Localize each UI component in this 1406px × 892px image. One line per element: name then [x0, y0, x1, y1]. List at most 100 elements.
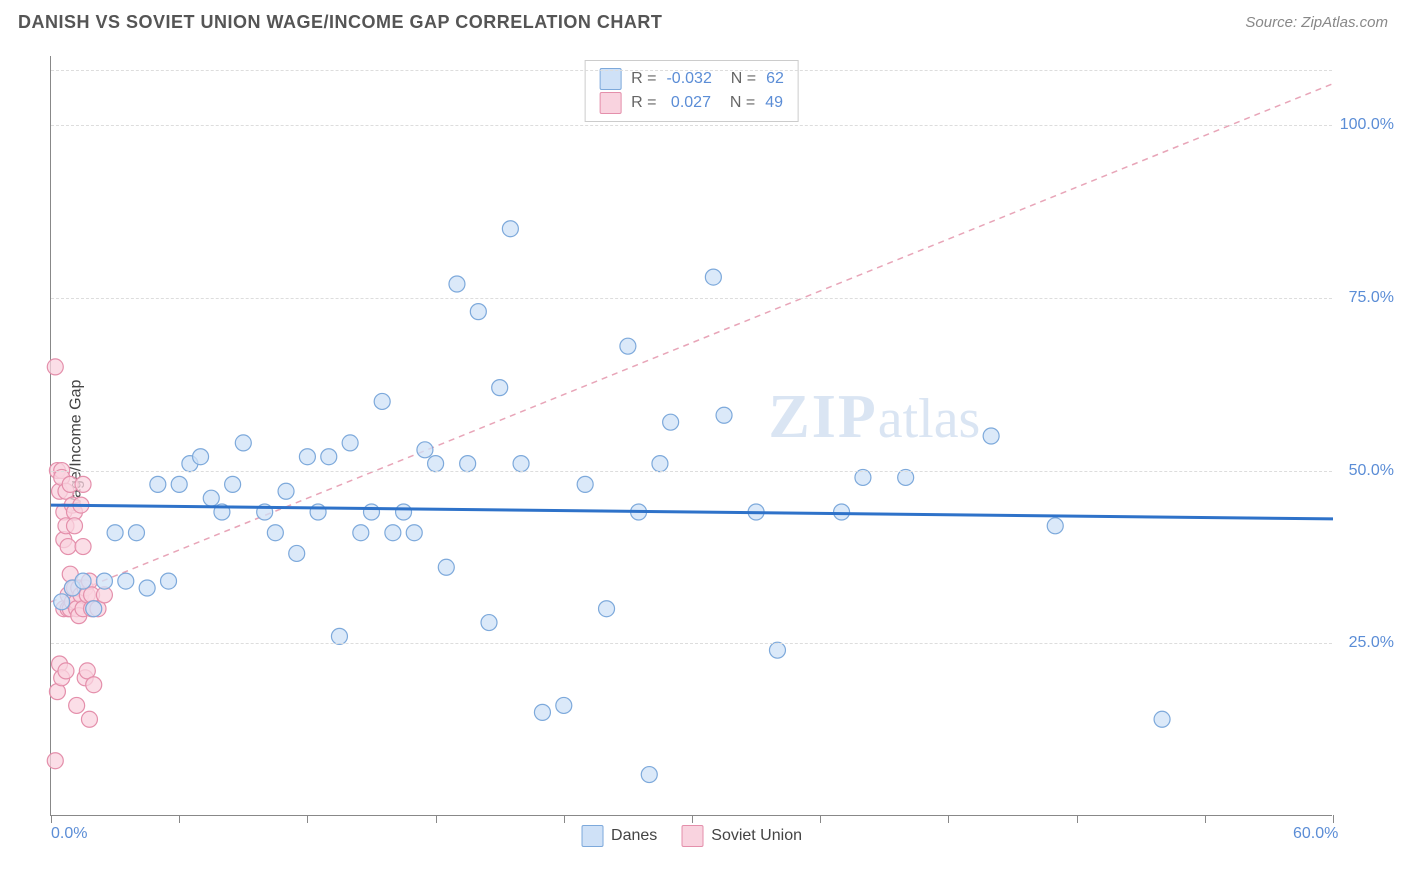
x-axis-label: 60.0% [1293, 825, 1338, 843]
data-point [150, 476, 166, 492]
data-point [75, 476, 91, 492]
data-point [128, 525, 144, 541]
data-point [364, 504, 380, 520]
data-point [652, 456, 668, 472]
data-point [385, 525, 401, 541]
legend-bottom: Danes Soviet Union [581, 825, 802, 847]
x-tick [179, 815, 180, 823]
data-point [342, 435, 358, 451]
data-point [406, 525, 422, 541]
data-point [449, 276, 465, 292]
y-tick-label: 100.0% [1340, 116, 1394, 134]
data-point [428, 456, 444, 472]
data-point [203, 490, 219, 506]
data-point [81, 711, 97, 727]
source-attribution: Source: ZipAtlas.com [1245, 14, 1388, 31]
legend-item-danes: Danes [581, 825, 657, 847]
data-point [534, 704, 550, 720]
x-tick [1077, 815, 1078, 823]
data-point [321, 449, 337, 465]
data-point [67, 518, 83, 534]
data-point [898, 469, 914, 485]
data-point [470, 304, 486, 320]
x-tick [1333, 815, 1334, 823]
data-point [663, 414, 679, 430]
data-point [1154, 711, 1170, 727]
data-point [47, 359, 63, 375]
source-name: ZipAtlas.com [1301, 14, 1388, 31]
chart-title: DANISH VS SOVIET UNION WAGE/INCOME GAP C… [18, 12, 662, 33]
legend-label-danes: Danes [611, 827, 657, 845]
data-point [75, 573, 91, 589]
y-tick-label: 50.0% [1349, 462, 1394, 480]
data-point [278, 483, 294, 499]
gridline [51, 643, 1332, 644]
data-point [47, 753, 63, 769]
data-point [460, 456, 476, 472]
data-point [374, 393, 390, 409]
data-point [86, 601, 102, 617]
legend-item-soviet: Soviet Union [681, 825, 802, 847]
source-prefix: Source: [1245, 14, 1301, 31]
x-tick [692, 815, 693, 823]
data-point [171, 476, 187, 492]
data-point [481, 615, 497, 631]
data-point [417, 442, 433, 458]
data-point [438, 559, 454, 575]
trend-line [51, 505, 1333, 519]
data-point [641, 767, 657, 783]
data-point [96, 573, 112, 589]
gridline [51, 471, 1332, 472]
data-point [69, 697, 85, 713]
y-tick-label: 25.0% [1349, 634, 1394, 652]
gridline [51, 125, 1332, 126]
data-point [513, 456, 529, 472]
data-point [983, 428, 999, 444]
data-point [577, 476, 593, 492]
x-tick [1205, 815, 1206, 823]
scatter-svg [51, 56, 1332, 815]
data-point [54, 594, 70, 610]
r-value-soviet: 0.027 [666, 91, 711, 115]
data-point [1047, 518, 1063, 534]
x-tick [948, 815, 949, 823]
data-point [620, 338, 636, 354]
trend-line [51, 84, 1333, 602]
data-point [289, 545, 305, 561]
data-point [492, 380, 508, 396]
y-tick-label: 75.0% [1349, 289, 1394, 307]
data-point [60, 539, 76, 555]
data-point [556, 697, 572, 713]
data-point [716, 407, 732, 423]
legend-swatch-soviet [681, 825, 703, 847]
gridline [51, 70, 1332, 71]
swatch-soviet [599, 92, 621, 114]
data-point [353, 525, 369, 541]
gridline [51, 298, 1332, 299]
stats-row-soviet: R = 0.027 N = 49 [599, 91, 784, 115]
data-point [193, 449, 209, 465]
data-point [118, 573, 134, 589]
n-label: N = [721, 91, 755, 115]
data-point [75, 539, 91, 555]
data-point [299, 449, 315, 465]
data-point [769, 642, 785, 658]
header: DANISH VS SOVIET UNION WAGE/INCOME GAP C… [0, 0, 1406, 41]
x-axis-label: 0.0% [51, 825, 87, 843]
data-point [599, 601, 615, 617]
r-label: R = [631, 91, 656, 115]
data-point [705, 269, 721, 285]
data-point [58, 663, 74, 679]
legend-label-soviet: Soviet Union [711, 827, 802, 845]
chart-plot-area: ZIPatlas R = -0.032 N = 62 R = 0.027 N =… [50, 56, 1332, 816]
data-point [235, 435, 251, 451]
data-point [331, 628, 347, 644]
data-point [107, 525, 123, 541]
data-point [86, 677, 102, 693]
data-point [161, 573, 177, 589]
x-tick [820, 815, 821, 823]
x-tick [307, 815, 308, 823]
data-point [267, 525, 283, 541]
x-tick [564, 815, 565, 823]
data-point [310, 504, 326, 520]
